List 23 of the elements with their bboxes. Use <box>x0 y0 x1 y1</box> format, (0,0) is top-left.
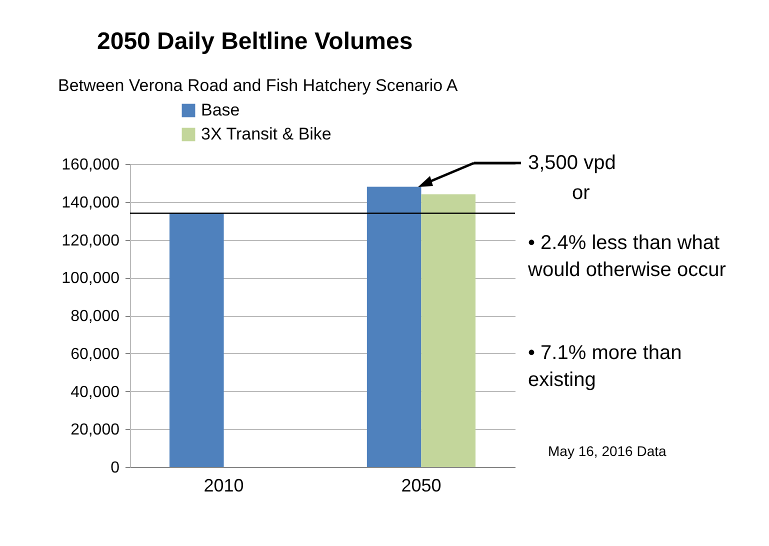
y-tick-label: 140,000 <box>62 194 120 212</box>
chart-subtitle: Between Verona Road and Fish Hatchery Scenario A <box>58 76 458 96</box>
x-tick-label: 2010 <box>204 476 244 496</box>
bar <box>421 194 476 467</box>
y-tick-label: 40,000 <box>70 384 120 401</box>
chart-title: 2050 Daily Beltline Volumes <box>97 28 413 56</box>
bar <box>366 186 422 467</box>
text: • 2.4% less than what would otherwise occur <box>528 231 727 283</box>
y-tick-label: 20,000 <box>70 422 120 439</box>
y-tick-label: 0 <box>110 460 120 476</box>
text: or <box>572 181 591 206</box>
y-tick-label: 160,000 <box>62 156 120 174</box>
y-tick-label: 100,000 <box>62 270 120 288</box>
legend-label: Base <box>201 100 240 120</box>
legend-label: 3X Transit & Bike <box>201 124 332 144</box>
text: 3,500 vpd <box>528 151 617 176</box>
bar <box>169 213 224 467</box>
y-tick-label: 60,000 <box>70 346 120 363</box>
text: • 7.1% more than existing <box>528 341 683 393</box>
x-tick-label: 2050 <box>401 476 442 496</box>
y-tick-label: 120,000 <box>62 232 120 250</box>
text: May 16, 2016 Data <box>548 442 668 461</box>
y-tick-label: 80,000 <box>70 308 120 325</box>
